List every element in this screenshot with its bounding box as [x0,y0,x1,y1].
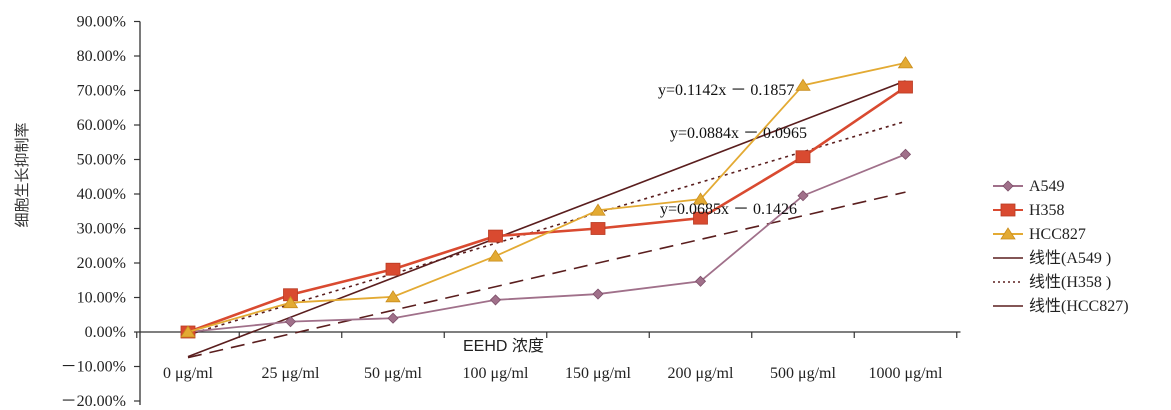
y-tick-label: －20.00% [61,393,126,410]
y-tick-label: 80.00% [77,48,126,65]
legend-trend-label: 线性(H358 ) [1029,273,1111,291]
data-point-h358 [488,229,503,243]
legend-label-hcc827: HCC827 [1029,226,1086,243]
data-point-a549 [489,294,502,306]
x-tick-label: 100 μg/ml [463,365,529,382]
data-point-h358 [385,262,401,276]
x-tick-label: 25 μg/ml [262,365,320,382]
data-series [180,56,914,339]
legend-trend-label: 线性(A549 ) [1029,249,1111,267]
data-point-h358 [590,222,606,235]
data-point-h358 [693,211,708,225]
data-point-a549 [284,316,297,328]
y-tick-label: －10.00% [61,359,126,376]
legend-label-h358: H358 [1029,202,1065,219]
trendline-h358 [187,120,906,336]
x-tick-label: 1000 μg/ml [869,365,943,382]
legend-label-a549: A549 [1029,178,1065,195]
y-tick-label: 50.00% [77,152,126,169]
data-point-h358 [795,150,811,164]
data-point-hcc827 [487,249,504,262]
data-point-a549 [899,148,912,160]
data-point-hcc827 [180,325,196,338]
y-tick-label: 30.00% [77,221,126,238]
y-tick-label: 20.00% [77,255,126,272]
equation-h358: y=0.0884x － 0.0965 [670,125,807,142]
data-point-a549 [592,288,604,300]
x-tick-label: 150 μg/ml [565,365,631,382]
trendlines [187,80,906,359]
data-point-a549 [387,312,399,324]
data-point-hcc827 [795,78,811,91]
series-line-hcc827 [187,62,906,333]
y-axis: －20.00% －10.00% 0.00% 10.00% 20.00% 30.00% 40.… [61,14,141,410]
x-tick-label: 200 μg/ml [668,365,734,382]
y-axis-title: 细胞生长抑制率 [13,122,31,227]
legend: A549 H358 HCC827 线性(A549 ) 线性(H358 ) 线性(HCC82… [993,178,1129,315]
y-tick-label: 0.00% [85,324,126,341]
x-axis-title: EEHD 浓度 [463,337,544,355]
legend-marker-hcc827 [1000,227,1016,240]
y-tick-label: 10.00% [77,290,126,307]
x-tick-label: 0 μg/ml [163,365,213,382]
series-line-a549 [187,153,906,333]
trendline-hcc827 [187,191,906,359]
legend-trend-label: 线性(HCC827) [1029,297,1129,315]
data-point-a549 [694,275,707,287]
x-axis: 0 μg/ml 25 μg/ml 50 μg/ml 100 μg/ml 150 μg/m… [136,331,961,382]
x-tick-label: 50 μg/ml [364,365,422,382]
legend-marker-h358 [1000,203,1016,217]
y-tick-label: 70.00% [77,83,126,100]
equation-a549: y=0.1142x － 0.1857 [658,82,794,99]
data-point-hcc827 [385,290,401,303]
trendline-a549 [187,80,906,358]
y-tick-label: 90.00% [77,14,126,31]
data-point-a549 [797,190,809,202]
data-point-hcc827 [590,203,606,216]
equation-hcc827: y=0.0685x － 0.1426 [660,201,797,218]
y-tick-label: 60.00% [77,117,126,134]
data-point-h358 [898,80,913,94]
legend-marker-a549 [1002,180,1014,192]
equation-annotations: y=0.1142x － 0.1857 y=0.0884x － 0.0965 y=… [658,82,807,218]
data-point-hcc827 [282,295,299,309]
y-tick-label: 40.00% [77,186,126,203]
data-point-hcc827 [692,192,709,205]
x-tick-label: 500 μg/ml [770,365,836,382]
data-point-hcc827 [897,56,914,69]
